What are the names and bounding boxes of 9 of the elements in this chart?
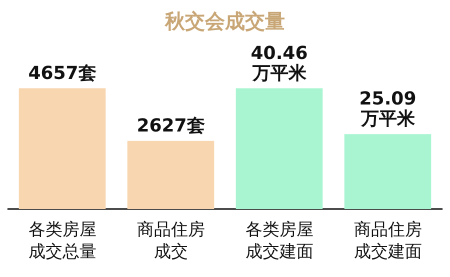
data-label: 40.46 万平米 (250, 42, 308, 84)
x-tick-label: 各类房屋成交建面 (245, 220, 314, 262)
chart-title: 秋交会成交量 (164, 9, 285, 33)
x-tick-label: 各类房屋成交总量 (28, 220, 96, 262)
data-label: 2627套 (136, 115, 205, 136)
data-label: 25.09 万平米 (359, 88, 416, 130)
data-label: 4657套 (28, 62, 96, 84)
x-tick-label: 商品住房成交建面 (354, 220, 422, 262)
x-tick-label: 商品住房成交 (136, 220, 205, 262)
